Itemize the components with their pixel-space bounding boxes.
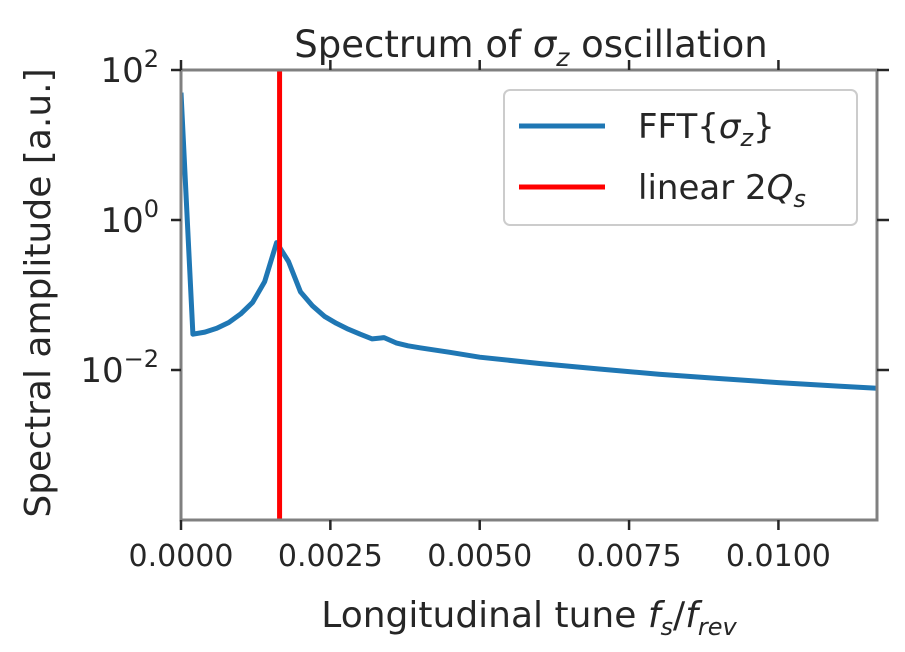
legend: FFT{σz} linear 2Qs xyxy=(503,89,858,226)
x-tick-label: 0.0075 xyxy=(577,539,682,574)
plot-frame xyxy=(179,68,879,522)
y-tick-label: 102 xyxy=(100,45,159,91)
x-tick-label: 0.0000 xyxy=(129,539,234,574)
legend-label-fft: FFT{σz} xyxy=(638,107,775,152)
x-axis-label: Longitudinal tune fs/frev xyxy=(321,595,737,641)
y-tick-label: 100 xyxy=(100,195,159,241)
x-tick-label: 0.0025 xyxy=(278,539,383,574)
y-axis-label: Spectral amplitude [a.u.] xyxy=(18,68,59,517)
chart-title: Spectrum of σz oscillation xyxy=(294,23,767,72)
legend-label-linear: linear 2Qs xyxy=(638,168,806,213)
series-line-fft xyxy=(181,92,877,391)
x-tick-label: 0.0100 xyxy=(726,539,831,574)
x-tick-label: 0.0050 xyxy=(427,539,532,574)
y-tick-label: 10−2 xyxy=(80,345,159,391)
